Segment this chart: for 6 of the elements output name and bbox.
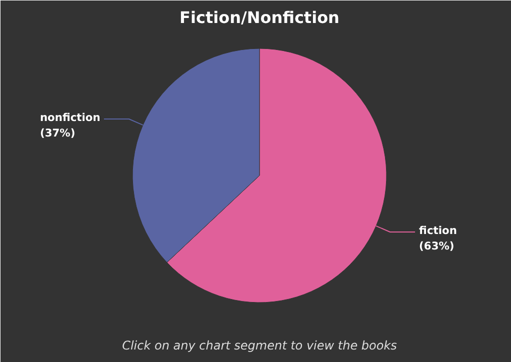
slice-label: nonfiction xyxy=(40,111,100,124)
chart-title: Fiction/Nonfiction xyxy=(180,8,340,27)
text: Click on any chart segment to view the books xyxy=(122,338,397,352)
slice-label: fiction xyxy=(419,224,457,237)
data-label: (37%) xyxy=(40,126,76,140)
data-label: (63%) xyxy=(419,240,454,253)
